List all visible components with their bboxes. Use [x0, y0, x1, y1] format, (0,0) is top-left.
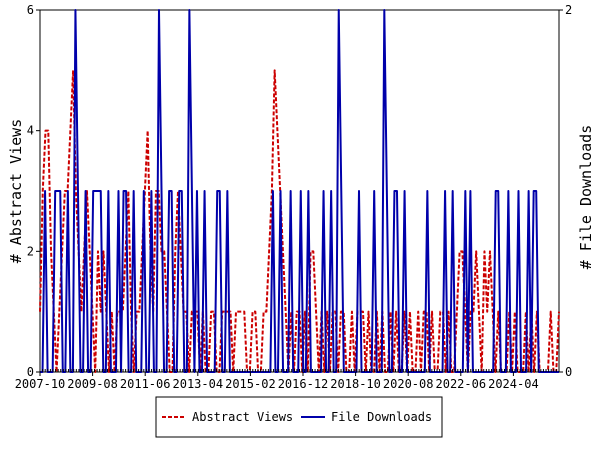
right-y-tick-label: 0: [565, 365, 572, 379]
x-tick-label: 2022-06: [436, 377, 487, 391]
series-layer: [39, 9, 560, 373]
x-tick-label: 2018-10: [330, 377, 381, 391]
x-tick-label: 2009-08: [67, 377, 118, 391]
left-y-axis: 0 2 4 6: [27, 3, 40, 379]
x-tick-label: 2007-10: [15, 377, 66, 391]
x-tick-label: 2015-02: [225, 377, 276, 391]
legend-box: [155, 396, 443, 438]
right-y-tick-label: 2: [565, 3, 572, 17]
x-tick-label: 2020-08: [383, 377, 434, 391]
x-tick-label: 2016-12: [278, 377, 329, 391]
legend: Abstract Views File Downloads: [155, 396, 443, 438]
x-axis: 2007-10 2009-08 2011-06 2013-04 2015-02 2016-…: [15, 369, 560, 391]
series-line-file-downloads: [40, 9, 559, 373]
x-tick-label: 2013-04: [173, 377, 224, 391]
x-tick-label: 2024-04: [488, 377, 539, 391]
left-y-tick-label: 0: [27, 365, 34, 379]
left-y-tick-label: 2: [27, 244, 34, 258]
right-y-axis: 02: [559, 3, 572, 379]
legend-label-abstract-views: Abstract Views: [192, 410, 293, 424]
left-y-tick-label: 4: [27, 124, 34, 138]
x-tick-label: 2011-06: [120, 377, 171, 391]
right-y-axis-title: # File Downloads: [577, 125, 595, 270]
left-y-axis-title: # Abstract Views: [7, 119, 25, 264]
left-y-tick-label: 6: [27, 3, 34, 17]
legend-label-file-downloads: File Downloads: [331, 410, 432, 424]
